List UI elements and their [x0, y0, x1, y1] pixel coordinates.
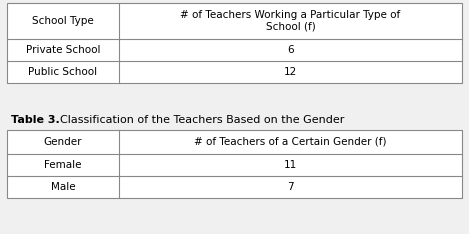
Text: 7: 7	[287, 182, 294, 192]
Text: Female: Female	[44, 160, 82, 170]
Text: 11: 11	[284, 160, 297, 170]
Text: 12: 12	[284, 67, 297, 77]
Text: Classification of the Teachers Based on the Gender: Classification of the Teachers Based on …	[53, 115, 344, 125]
Text: Male: Male	[51, 182, 76, 192]
Text: Public School: Public School	[29, 67, 98, 77]
Text: Table 3.: Table 3.	[11, 115, 60, 125]
Bar	[7, 130, 462, 198]
Text: # of Teachers Working a Particular Type of
School (f): # of Teachers Working a Particular Type …	[181, 10, 401, 32]
Text: # of Teachers of a Certain Gender (f): # of Teachers of a Certain Gender (f)	[194, 137, 387, 147]
Bar	[7, 3, 462, 83]
Text: 6: 6	[287, 45, 294, 55]
Text: Gender: Gender	[44, 137, 82, 147]
Text: Private School: Private School	[26, 45, 100, 55]
Text: School Type: School Type	[32, 16, 94, 26]
